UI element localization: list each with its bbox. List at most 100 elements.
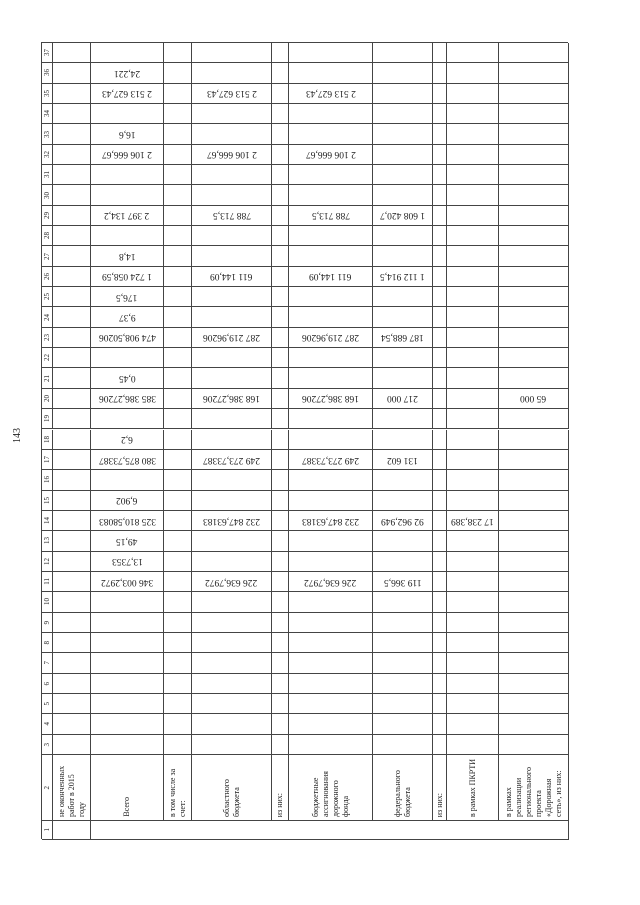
table-cell xyxy=(53,714,91,735)
table-cell xyxy=(192,693,272,715)
table-cell xyxy=(433,409,447,430)
column-header-D: областного бюджета xyxy=(192,755,272,821)
table-cell xyxy=(164,144,192,166)
table-cell xyxy=(373,63,433,84)
table-cell xyxy=(499,348,569,369)
row-number-text: 14 xyxy=(43,517,51,525)
table-cell xyxy=(192,43,272,64)
row-number: 12 xyxy=(42,551,53,572)
column-header-F: бюджетные ассигнования дорожного фонда xyxy=(289,755,373,821)
row-number: 17 xyxy=(42,449,53,471)
row-number-text: 1 xyxy=(43,828,51,832)
table-cell xyxy=(164,510,192,532)
table-cell xyxy=(373,246,433,267)
table-cell xyxy=(289,551,373,572)
table-cell xyxy=(373,429,433,450)
table-cell xyxy=(164,734,192,755)
table-cell xyxy=(53,510,91,532)
table-cell: 2 513 627,43 xyxy=(192,83,272,104)
table-cell-text: 325 810,58083 xyxy=(98,515,156,526)
table-cell xyxy=(53,63,91,84)
table-cell xyxy=(272,409,289,430)
table-cell-text: 6,902 xyxy=(116,495,138,506)
row-number: 18 xyxy=(42,429,53,450)
table-cell xyxy=(289,124,373,145)
table-cell xyxy=(433,43,447,64)
table-cell xyxy=(373,124,433,145)
table-cell xyxy=(499,612,569,633)
table-cell: 2 397 134,2 xyxy=(91,205,164,227)
row-number-text: 28 xyxy=(43,232,51,240)
table-cell-text: 232 847,63183 xyxy=(302,515,359,526)
table-cell xyxy=(164,307,192,328)
row-number: 31 xyxy=(42,165,53,186)
table-cell-text: 187 688,54 xyxy=(381,332,424,343)
column-header-E: из них: xyxy=(272,755,289,821)
table-cell xyxy=(447,185,499,206)
table-cell xyxy=(433,653,447,674)
row-number: 27 xyxy=(42,246,53,267)
table-cell xyxy=(499,266,569,288)
table-cell: 249 273,73387 xyxy=(192,449,272,471)
table-cell xyxy=(192,104,272,125)
table-cell xyxy=(447,368,499,389)
column-header-C-text: в том числе за счет: xyxy=(167,768,187,817)
table-cell: 226 636,7972 xyxy=(289,571,373,593)
table-cell xyxy=(433,63,447,84)
table-cell xyxy=(373,368,433,389)
table-cell xyxy=(433,104,447,125)
table-cell xyxy=(164,632,192,654)
column-header-B: Всего xyxy=(91,755,164,821)
row-number-text: 11 xyxy=(43,578,51,585)
table-cell xyxy=(164,165,192,186)
table-cell: 187 688,54 xyxy=(373,327,433,349)
table-cell xyxy=(272,83,289,104)
table-cell-text: 2 513 627,43 xyxy=(206,88,257,99)
row-number-text: 25 xyxy=(43,293,51,301)
table-cell xyxy=(53,612,91,633)
table-cell-text: 249 273,73387 xyxy=(203,454,260,465)
table-cell xyxy=(272,307,289,328)
table-cell: 168 386,27206 xyxy=(289,388,373,410)
table-cell xyxy=(91,612,164,633)
table-cell xyxy=(53,83,91,104)
table-cell: 1 724 058,59 xyxy=(91,266,164,288)
table-cell: 119 366,5 xyxy=(373,571,433,593)
table-cell xyxy=(164,449,192,471)
table-cell xyxy=(272,470,289,491)
row-number-text: 4 xyxy=(43,722,51,726)
table-cell xyxy=(272,144,289,166)
table-cell xyxy=(164,612,192,633)
row-number: 20 xyxy=(42,388,53,410)
table-cell xyxy=(447,531,499,552)
table-cell xyxy=(272,388,289,410)
table-cell xyxy=(192,673,272,694)
table-cell xyxy=(272,714,289,735)
table-cell xyxy=(447,409,499,430)
table-cell xyxy=(433,368,447,389)
table-cell xyxy=(499,43,569,64)
row-number: 14 xyxy=(42,510,53,532)
table-cell-text: 0,45 xyxy=(118,373,136,384)
column-header-H: из них: xyxy=(433,755,447,821)
table-cell xyxy=(447,348,499,369)
table-cell xyxy=(289,368,373,389)
table-cell xyxy=(499,205,569,227)
table-cell xyxy=(373,653,433,674)
column-header-I: в рамках ПКРТИ xyxy=(447,755,499,821)
table-cell xyxy=(164,531,192,552)
table-cell xyxy=(433,612,447,633)
table-cell xyxy=(164,673,192,694)
row-number-text: 33 xyxy=(43,130,51,138)
table-cell xyxy=(373,287,433,308)
table-cell xyxy=(289,43,373,64)
table-cell-text: 2 513 627,43 xyxy=(305,88,356,99)
table-cell xyxy=(499,63,569,84)
table-cell xyxy=(433,185,447,206)
table-cell xyxy=(499,734,569,755)
table-cell: 2 513 627,43 xyxy=(91,83,164,104)
row-number-text: 15 xyxy=(43,496,51,504)
table-cell xyxy=(53,144,91,166)
table-cell: 232 847,63183 xyxy=(289,510,373,532)
row-number: 8 xyxy=(42,632,53,654)
